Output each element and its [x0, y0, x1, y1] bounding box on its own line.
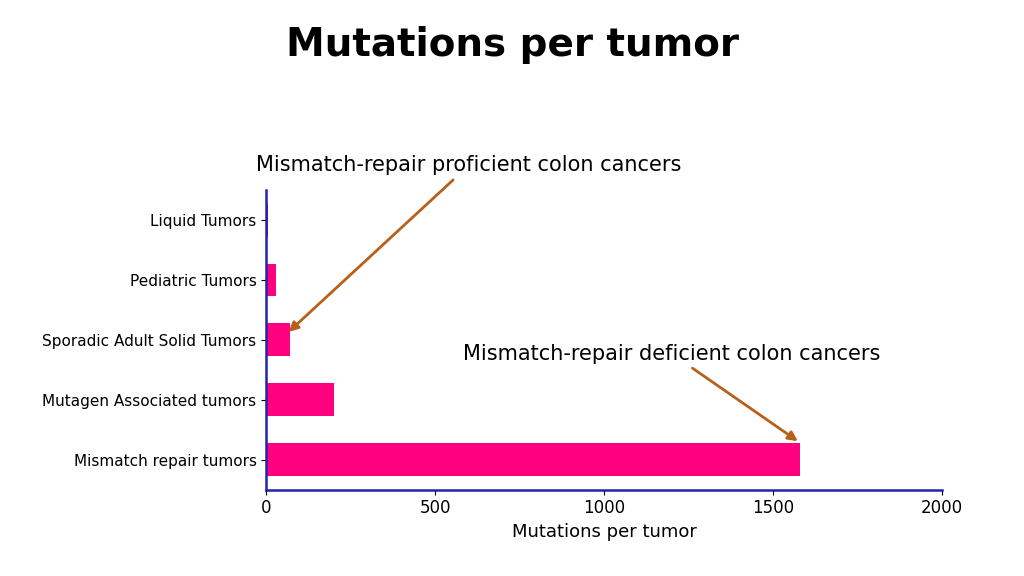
Text: Mismatch-repair proficient colon cancers: Mismatch-repair proficient colon cancers — [256, 156, 682, 330]
Bar — [266, 323, 290, 357]
Bar — [266, 443, 800, 476]
Text: SLIDES ARE THE PROPERTY OF THE AUTHOR. PERMISSION REQUIRED FOR REUSE.: SLIDES ARE THE PROPERTY OF THE AUTHOR. P… — [10, 550, 410, 559]
Bar — [266, 204, 268, 237]
Text: Meeting: Meeting — [886, 559, 923, 567]
X-axis label: Mutations per tumor: Mutations per tumor — [512, 523, 696, 541]
Text: ASC: ASC — [824, 545, 864, 563]
Bar — [266, 383, 334, 416]
Bar — [266, 264, 276, 297]
Text: Mutations per tumor: Mutations per tumor — [286, 26, 738, 64]
Text: PRESENTED AT:: PRESENTED AT: — [753, 550, 839, 559]
Text: Mismatch-repair deficient colon cancers: Mismatch-repair deficient colon cancers — [463, 344, 881, 439]
Text: Annual '15: Annual '15 — [886, 545, 934, 554]
